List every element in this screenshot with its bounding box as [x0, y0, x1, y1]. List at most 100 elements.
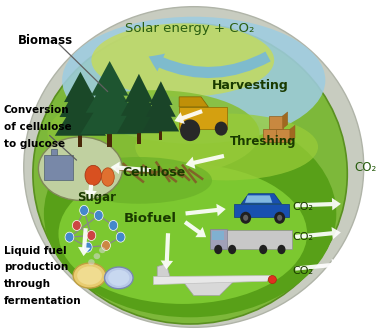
Text: CO₂: CO₂ — [355, 161, 377, 173]
Polygon shape — [179, 97, 208, 107]
FancyArrowPatch shape — [78, 228, 91, 256]
Polygon shape — [91, 61, 128, 96]
Ellipse shape — [24, 7, 364, 327]
Polygon shape — [125, 74, 153, 102]
Polygon shape — [276, 129, 290, 142]
Text: production: production — [4, 262, 68, 272]
FancyArrowPatch shape — [161, 233, 173, 270]
Polygon shape — [290, 125, 295, 142]
Polygon shape — [107, 128, 112, 147]
Polygon shape — [212, 231, 224, 240]
Text: CO₂: CO₂ — [293, 202, 313, 212]
Ellipse shape — [62, 17, 325, 144]
Text: Biofuel: Biofuel — [124, 212, 176, 225]
FancyArrowPatch shape — [85, 185, 97, 199]
Polygon shape — [146, 89, 176, 117]
FancyArrowPatch shape — [295, 227, 341, 239]
Polygon shape — [78, 130, 83, 147]
FancyArrowPatch shape — [185, 154, 224, 169]
Ellipse shape — [83, 242, 92, 252]
Text: fermentation: fermentation — [4, 296, 81, 306]
Ellipse shape — [277, 215, 282, 221]
Ellipse shape — [85, 165, 102, 185]
Polygon shape — [179, 107, 227, 129]
Text: Biomass: Biomass — [18, 34, 74, 46]
FancyArrowPatch shape — [149, 51, 271, 78]
Polygon shape — [64, 72, 97, 102]
FancyArrowPatch shape — [185, 204, 226, 216]
Ellipse shape — [58, 164, 307, 304]
Text: Liquid fuel: Liquid fuel — [4, 245, 66, 256]
Polygon shape — [137, 128, 141, 144]
Ellipse shape — [228, 245, 236, 254]
Ellipse shape — [135, 114, 318, 180]
Polygon shape — [157, 264, 170, 277]
Text: CO₂: CO₂ — [293, 266, 313, 276]
Ellipse shape — [47, 90, 260, 177]
Ellipse shape — [66, 157, 212, 204]
Text: CO₂: CO₂ — [293, 232, 313, 242]
Ellipse shape — [259, 245, 267, 254]
Text: of cellulose: of cellulose — [4, 122, 71, 132]
Ellipse shape — [277, 245, 285, 254]
Text: Harvesting: Harvesting — [212, 79, 289, 92]
Ellipse shape — [274, 212, 285, 224]
Ellipse shape — [72, 220, 81, 230]
Ellipse shape — [105, 267, 133, 289]
Text: to glucose: to glucose — [4, 139, 65, 149]
Polygon shape — [160, 127, 162, 140]
Ellipse shape — [102, 240, 110, 250]
Ellipse shape — [180, 120, 200, 141]
Polygon shape — [277, 125, 282, 142]
Polygon shape — [121, 83, 157, 116]
FancyArrowPatch shape — [295, 198, 341, 210]
Text: Cellulose: Cellulose — [122, 166, 185, 178]
FancyArrowPatch shape — [295, 259, 341, 271]
FancyArrowPatch shape — [111, 162, 151, 174]
Ellipse shape — [108, 270, 129, 286]
Polygon shape — [183, 281, 234, 296]
Ellipse shape — [87, 230, 96, 240]
Ellipse shape — [116, 232, 125, 242]
Ellipse shape — [102, 168, 114, 186]
Polygon shape — [51, 149, 57, 155]
Polygon shape — [219, 230, 293, 249]
Ellipse shape — [94, 210, 103, 220]
Text: Conversion: Conversion — [4, 105, 69, 115]
Polygon shape — [44, 155, 73, 180]
Ellipse shape — [80, 205, 88, 215]
Ellipse shape — [44, 110, 336, 317]
Ellipse shape — [215, 122, 227, 136]
Polygon shape — [241, 194, 282, 204]
Polygon shape — [157, 277, 168, 281]
Polygon shape — [153, 276, 271, 285]
Text: Solar energy + CO₂: Solar energy + CO₂ — [125, 22, 255, 35]
Polygon shape — [117, 94, 161, 133]
Polygon shape — [60, 81, 102, 117]
Ellipse shape — [94, 253, 100, 259]
Text: through: through — [4, 279, 51, 289]
Ellipse shape — [243, 215, 248, 221]
Ellipse shape — [38, 137, 122, 200]
Polygon shape — [86, 72, 134, 113]
Polygon shape — [263, 129, 277, 142]
Ellipse shape — [109, 220, 118, 230]
Ellipse shape — [88, 259, 95, 265]
Polygon shape — [283, 112, 288, 129]
Ellipse shape — [214, 245, 222, 254]
Ellipse shape — [268, 276, 276, 284]
Text: Threshing: Threshing — [230, 136, 297, 148]
Ellipse shape — [91, 23, 274, 97]
Ellipse shape — [65, 232, 74, 242]
Ellipse shape — [240, 212, 251, 224]
Polygon shape — [55, 94, 106, 136]
Text: Sugar: Sugar — [77, 191, 116, 203]
Ellipse shape — [77, 267, 102, 285]
Polygon shape — [210, 229, 227, 249]
Ellipse shape — [99, 247, 106, 253]
Polygon shape — [245, 195, 273, 203]
Polygon shape — [234, 204, 289, 217]
FancyArrowPatch shape — [184, 220, 206, 237]
Ellipse shape — [73, 263, 106, 288]
Polygon shape — [149, 81, 172, 105]
